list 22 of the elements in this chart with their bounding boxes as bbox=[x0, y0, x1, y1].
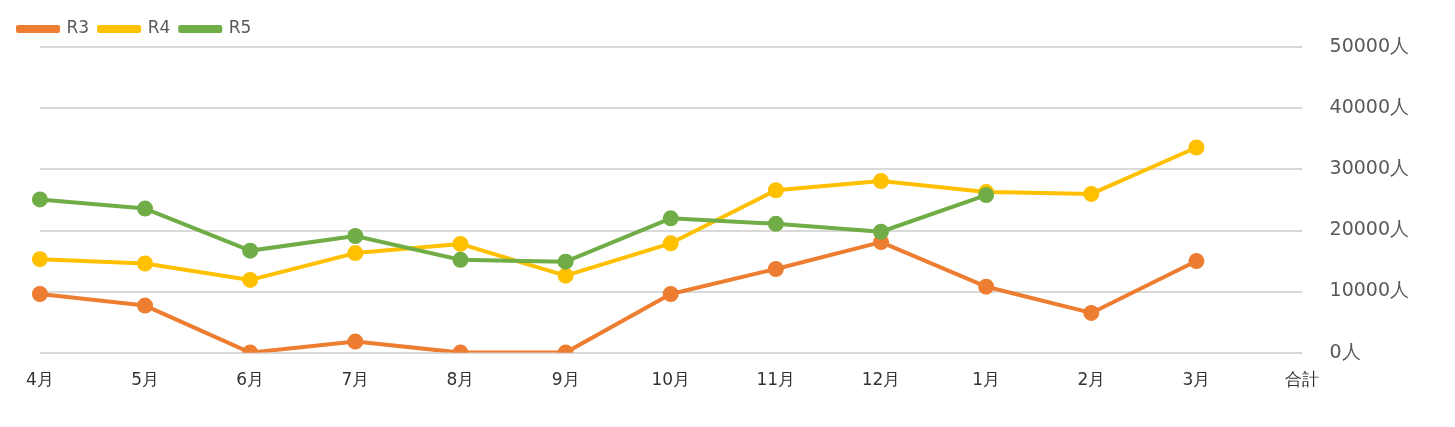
x-tick-label: 1月 bbox=[972, 369, 1001, 390]
y-tick-label: 10000人 bbox=[1329, 278, 1410, 301]
x-tick-label: 11月 bbox=[756, 369, 796, 390]
y-tick-label: 40000人 bbox=[1329, 95, 1410, 118]
x-tick-label: 2月 bbox=[1077, 369, 1106, 390]
x-tick-label: 8月 bbox=[446, 369, 475, 390]
y-tick-label: 30000人 bbox=[1329, 156, 1410, 179]
x-tick-label: 3月 bbox=[1182, 369, 1211, 390]
x-tick-label: 5月 bbox=[131, 369, 159, 390]
x-tick-label: 10月 bbox=[651, 369, 691, 390]
y-tick-label: 20000人 bbox=[1329, 217, 1410, 240]
x-tick-label: 4月 bbox=[25, 369, 54, 390]
x-tick-label: 9月 bbox=[551, 369, 580, 390]
x-tick-label: 12月 bbox=[861, 369, 901, 390]
x-tick-label: 合計 bbox=[1284, 369, 1319, 390]
legend-label: R5 bbox=[228, 17, 252, 38]
y-tick-label: 50000人 bbox=[1329, 34, 1410, 57]
legend-label: R3 bbox=[66, 17, 90, 38]
y-tick-label: 0人 bbox=[1329, 339, 1361, 362]
x-tick-label: 7月 bbox=[341, 369, 370, 390]
x-tick-label: 6月 bbox=[236, 369, 265, 390]
legend-label: R4 bbox=[147, 17, 171, 38]
